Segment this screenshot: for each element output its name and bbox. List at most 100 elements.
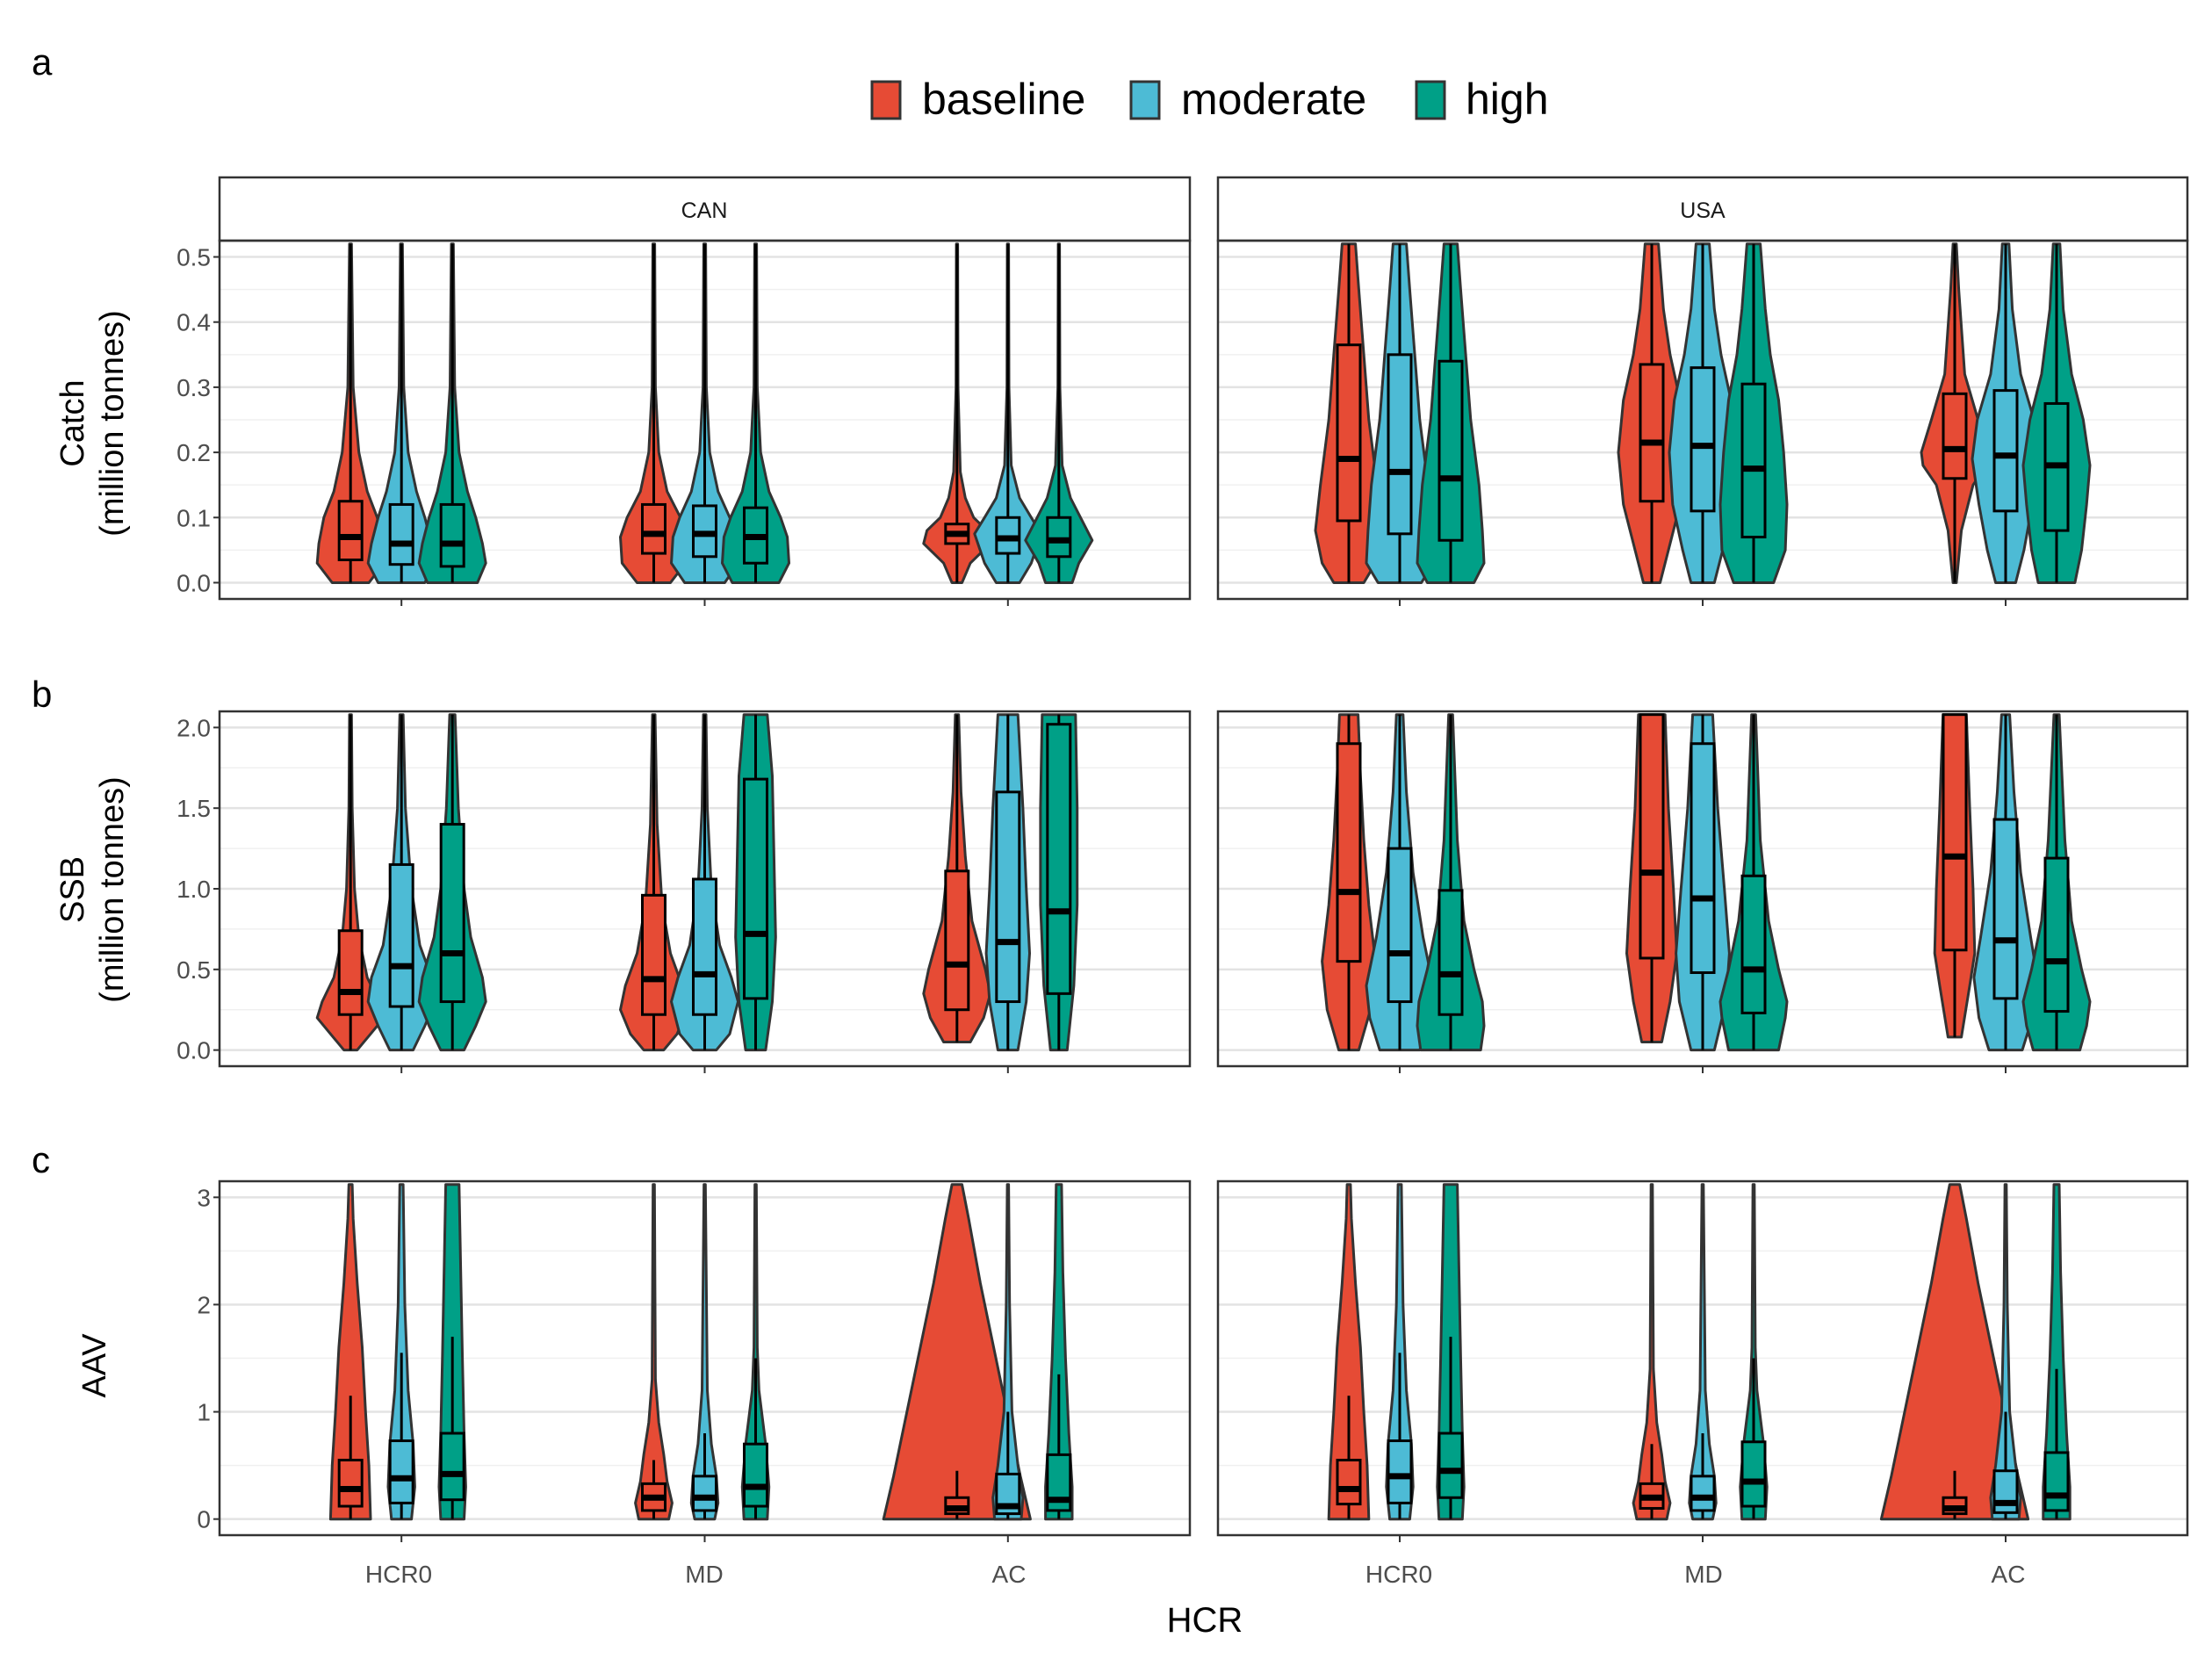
y-title-catch-line2: (million tonnes) (94, 310, 131, 537)
box-md-high (1740, 1440, 1767, 1508)
box-hcr0-high (1437, 889, 1464, 1016)
y-title-ssb: SSB (million tonnes) (54, 776, 131, 1003)
box-hcr0-high (439, 823, 465, 1004)
box-md-high (1740, 382, 1767, 539)
panel-border (218, 1179, 1192, 1537)
box-ac-moderate (995, 790, 1021, 1004)
x-tick-can-hcr0: HCR0 (365, 1561, 432, 1588)
box-ac-baseline (1942, 713, 1968, 952)
y-ticks-aav: 0 1 2 3 (197, 1184, 220, 1533)
violin-marks (315, 713, 1079, 1052)
row-tag-b: b (32, 674, 52, 715)
legend-label-moderate: moderate (1181, 75, 1366, 124)
y-tick-label: 0.5 (177, 956, 211, 984)
box-md-high (743, 1442, 768, 1508)
box-ac-baseline (1942, 392, 1968, 480)
x-tick-labels: HCR0 MD AC HCR0 MD AC (365, 1561, 2026, 1588)
legend-label-high: high (1466, 75, 1549, 124)
violin-marks (1314, 242, 2092, 584)
y-tick-label: 2.0 (177, 714, 211, 741)
y-title-aav: AAV (76, 1333, 113, 1398)
box-ac-baseline (944, 869, 970, 1012)
box-hcr0-baseline (337, 1459, 364, 1508)
box-ac-high (2043, 1451, 2070, 1512)
violin-ac-baseline (1879, 1183, 2030, 1521)
box-hcr0-moderate (388, 1439, 414, 1504)
strip-can-box (218, 176, 1192, 242)
strip-usa-box (1216, 176, 2189, 242)
panel-ssb-can (218, 710, 1192, 1073)
box-hcr0-high (1437, 1432, 1464, 1499)
y-tick-label: 1.0 (177, 876, 211, 903)
y-tick-label: 0.4 (177, 309, 211, 336)
box-ac-moderate (1992, 389, 2019, 513)
box-md-moderate (692, 877, 717, 1016)
box-md-high (743, 777, 768, 1000)
box-hcr0-high (1437, 359, 1464, 542)
box-ac-high (1046, 516, 1072, 559)
legend-label-baseline: baseline (922, 75, 1085, 124)
y-tick-label: 0.5 (177, 244, 211, 271)
y-tick-label: 0.3 (177, 374, 211, 401)
row-tag-a: a (32, 41, 53, 83)
box-hcr0-baseline (1336, 742, 1362, 963)
y-tick-label: 0 (197, 1506, 211, 1533)
box-md-moderate (1690, 742, 1716, 974)
y-tick-label: 0.0 (177, 569, 211, 596)
x-tick-can-md: MD (685, 1561, 724, 1588)
box-md-moderate (692, 1475, 717, 1512)
violin-md-baseline (634, 1183, 674, 1521)
y-tick-label: 0.1 (177, 504, 211, 531)
box-hcr0-high (439, 502, 465, 568)
y-title-ssb-line2: (million tonnes) (94, 776, 131, 1003)
box-hcr0-baseline (1336, 343, 1362, 523)
panel-aav-usa (1216, 1179, 2189, 1542)
x-tick-usa-ac: AC (1992, 1561, 2026, 1588)
panel-border (1216, 710, 2189, 1068)
violin-hcr0-baseline (328, 1183, 372, 1521)
box-hcr0-baseline (337, 500, 364, 561)
box-md-baseline (641, 502, 666, 555)
y-tick-label: 1 (197, 1399, 211, 1426)
panel-catch-usa (1216, 239, 2189, 606)
violin-marks (1321, 713, 2092, 1052)
row-tag-c: c (32, 1139, 50, 1180)
legend-swatch-high (1415, 80, 1446, 120)
panel-catch-can (218, 239, 1192, 606)
panel-border (1216, 1179, 2189, 1537)
y-tick-label: 0.2 (177, 439, 211, 466)
box-md-baseline (641, 893, 666, 1016)
panel-border (218, 239, 1192, 601)
box-hcr0-baseline (1336, 1459, 1362, 1506)
strip-usa: USA (1216, 176, 2189, 242)
y-title-catch-line1: Catch (54, 379, 91, 466)
y-tick-label: 0.0 (177, 1037, 211, 1064)
box-md-baseline (1639, 363, 1665, 503)
y-title-catch: Catch (million tonnes) (54, 310, 131, 537)
x-tick-can-ac: AC (992, 1561, 1027, 1588)
legend-swatch-moderate (1129, 80, 1161, 120)
box-hcr0-moderate (388, 502, 414, 566)
box-md-high (1740, 874, 1767, 1014)
box-ac-moderate (1992, 1469, 2019, 1514)
violin-ac-moderate (1989, 1183, 2022, 1521)
violin-ac-moderate (991, 1183, 1025, 1521)
violin-hcr0-baseline (1327, 1183, 1371, 1521)
violin-ac-high (2042, 1183, 2071, 1521)
violin-marks (1327, 1183, 2071, 1521)
panel-aav-can (218, 1179, 1192, 1542)
box-hcr0-high (439, 1432, 465, 1502)
violin-marks (328, 1183, 1074, 1521)
violin-ac-baseline (882, 1183, 1032, 1521)
y-ticks-ssb: 0.0 0.5 1.0 1.5 2.0 (177, 714, 220, 1064)
box-ac-high (2043, 856, 2070, 1013)
strip-can: CAN (218, 176, 1192, 242)
panel-ssb-usa (1216, 710, 2189, 1073)
box-ac-high (1046, 723, 1072, 995)
strip-usa-label: USA (1680, 198, 1726, 223)
violin-marks (315, 242, 1094, 584)
box-md-moderate (1690, 1475, 1716, 1512)
box-hcr0-moderate (388, 862, 414, 1008)
